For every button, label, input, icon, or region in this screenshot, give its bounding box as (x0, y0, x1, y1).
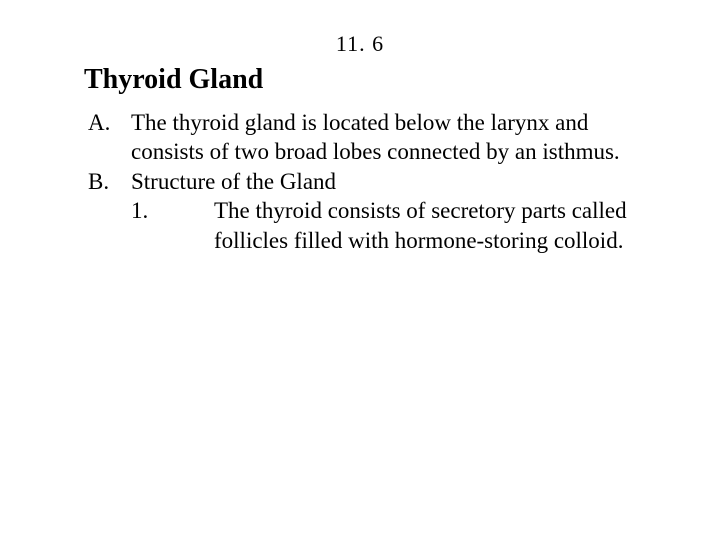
outline-body: A. The thyroid gland is located below th… (88, 108, 643, 255)
subitem-marker: 1. (131, 196, 214, 255)
item-text: The thyroid gland is located below the l… (131, 108, 643, 167)
item-marker: A. (88, 108, 131, 167)
subitem-text: The thyroid consists of secretory parts … (214, 196, 643, 255)
item-body: Structure of the Gland 1. The thyroid co… (131, 167, 643, 255)
slide-number: 11. 6 (0, 31, 720, 57)
list-item: A. The thyroid gland is located below th… (88, 108, 643, 167)
sublist-item: 1. The thyroid consists of secretory par… (131, 196, 643, 255)
list-item: B. Structure of the Gland 1. The thyroid… (88, 167, 643, 255)
slide-heading: Thyroid Gland (84, 64, 263, 96)
item-marker: B. (88, 167, 131, 255)
item-text: Structure of the Gland (131, 167, 643, 196)
